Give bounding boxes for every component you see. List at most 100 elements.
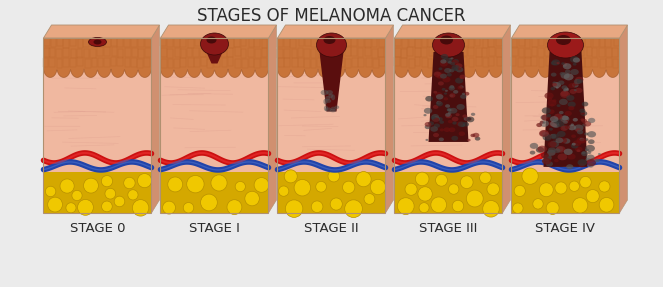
- Ellipse shape: [428, 121, 434, 126]
- Text: STAGE I: STAGE I: [189, 222, 240, 236]
- Ellipse shape: [552, 99, 556, 102]
- Ellipse shape: [548, 141, 557, 148]
- Bar: [511, 38, 619, 68]
- Ellipse shape: [451, 57, 453, 59]
- Ellipse shape: [562, 115, 569, 121]
- Ellipse shape: [565, 125, 570, 129]
- Ellipse shape: [568, 106, 574, 110]
- Ellipse shape: [566, 164, 573, 169]
- Ellipse shape: [475, 137, 481, 141]
- Polygon shape: [160, 38, 269, 77]
- Bar: [160, 38, 269, 213]
- Ellipse shape: [555, 119, 559, 122]
- Ellipse shape: [440, 61, 448, 67]
- Circle shape: [539, 183, 553, 197]
- Ellipse shape: [560, 72, 565, 76]
- Circle shape: [371, 179, 386, 195]
- Bar: [278, 68, 385, 172]
- Ellipse shape: [442, 77, 450, 82]
- Ellipse shape: [445, 104, 450, 108]
- Ellipse shape: [457, 86, 463, 90]
- Ellipse shape: [572, 135, 576, 138]
- Ellipse shape: [461, 124, 465, 127]
- Circle shape: [294, 179, 310, 196]
- Ellipse shape: [575, 147, 583, 152]
- Bar: [44, 68, 152, 172]
- Ellipse shape: [424, 114, 426, 116]
- Ellipse shape: [473, 133, 479, 137]
- Ellipse shape: [453, 59, 459, 63]
- Ellipse shape: [450, 93, 455, 98]
- Ellipse shape: [560, 126, 568, 131]
- Ellipse shape: [541, 152, 549, 158]
- Ellipse shape: [550, 134, 556, 139]
- Ellipse shape: [551, 61, 557, 65]
- Ellipse shape: [577, 149, 580, 152]
- Ellipse shape: [587, 151, 591, 154]
- Ellipse shape: [598, 153, 601, 155]
- Circle shape: [466, 190, 483, 207]
- Polygon shape: [44, 25, 160, 38]
- Bar: [394, 38, 503, 68]
- Ellipse shape: [206, 36, 217, 44]
- Circle shape: [316, 181, 326, 192]
- Circle shape: [72, 190, 82, 201]
- Circle shape: [84, 178, 98, 193]
- Ellipse shape: [463, 122, 469, 127]
- Ellipse shape: [540, 121, 544, 124]
- Ellipse shape: [462, 93, 465, 95]
- Bar: [44, 172, 152, 213]
- Circle shape: [227, 200, 242, 215]
- Ellipse shape: [316, 33, 347, 57]
- Ellipse shape: [439, 137, 444, 141]
- Ellipse shape: [579, 138, 587, 143]
- Ellipse shape: [560, 91, 570, 98]
- Circle shape: [599, 197, 614, 212]
- Bar: [511, 68, 619, 172]
- Ellipse shape: [452, 65, 459, 71]
- Text: STAGE 0: STAGE 0: [70, 222, 125, 236]
- Circle shape: [415, 172, 429, 186]
- Ellipse shape: [437, 117, 443, 121]
- Ellipse shape: [453, 67, 459, 71]
- Ellipse shape: [536, 147, 544, 153]
- Ellipse shape: [581, 119, 587, 123]
- Circle shape: [555, 182, 567, 194]
- Text: STAGE IV: STAGE IV: [536, 222, 595, 236]
- Circle shape: [579, 176, 591, 188]
- Circle shape: [245, 191, 259, 206]
- Ellipse shape: [550, 104, 554, 106]
- Ellipse shape: [570, 89, 577, 94]
- Ellipse shape: [456, 67, 463, 72]
- Ellipse shape: [444, 68, 452, 73]
- Ellipse shape: [549, 121, 558, 127]
- Ellipse shape: [435, 92, 442, 97]
- Circle shape: [114, 196, 125, 207]
- Ellipse shape: [553, 118, 561, 124]
- Ellipse shape: [436, 94, 444, 100]
- Ellipse shape: [440, 36, 453, 44]
- Ellipse shape: [455, 63, 463, 68]
- Ellipse shape: [449, 58, 452, 60]
- Bar: [278, 38, 385, 68]
- Ellipse shape: [573, 63, 577, 66]
- Circle shape: [460, 176, 473, 189]
- Ellipse shape: [459, 75, 465, 79]
- Ellipse shape: [575, 128, 581, 132]
- Ellipse shape: [443, 57, 452, 63]
- Circle shape: [45, 186, 56, 197]
- Ellipse shape: [434, 71, 441, 77]
- Ellipse shape: [542, 132, 549, 137]
- Ellipse shape: [88, 38, 107, 46]
- Ellipse shape: [586, 154, 595, 161]
- Ellipse shape: [564, 120, 569, 123]
- Ellipse shape: [543, 154, 552, 161]
- Ellipse shape: [561, 72, 570, 79]
- Ellipse shape: [424, 108, 432, 114]
- Ellipse shape: [558, 80, 564, 85]
- Ellipse shape: [564, 126, 568, 129]
- Ellipse shape: [579, 138, 585, 141]
- Ellipse shape: [442, 88, 446, 91]
- Ellipse shape: [433, 117, 440, 122]
- Circle shape: [345, 200, 363, 218]
